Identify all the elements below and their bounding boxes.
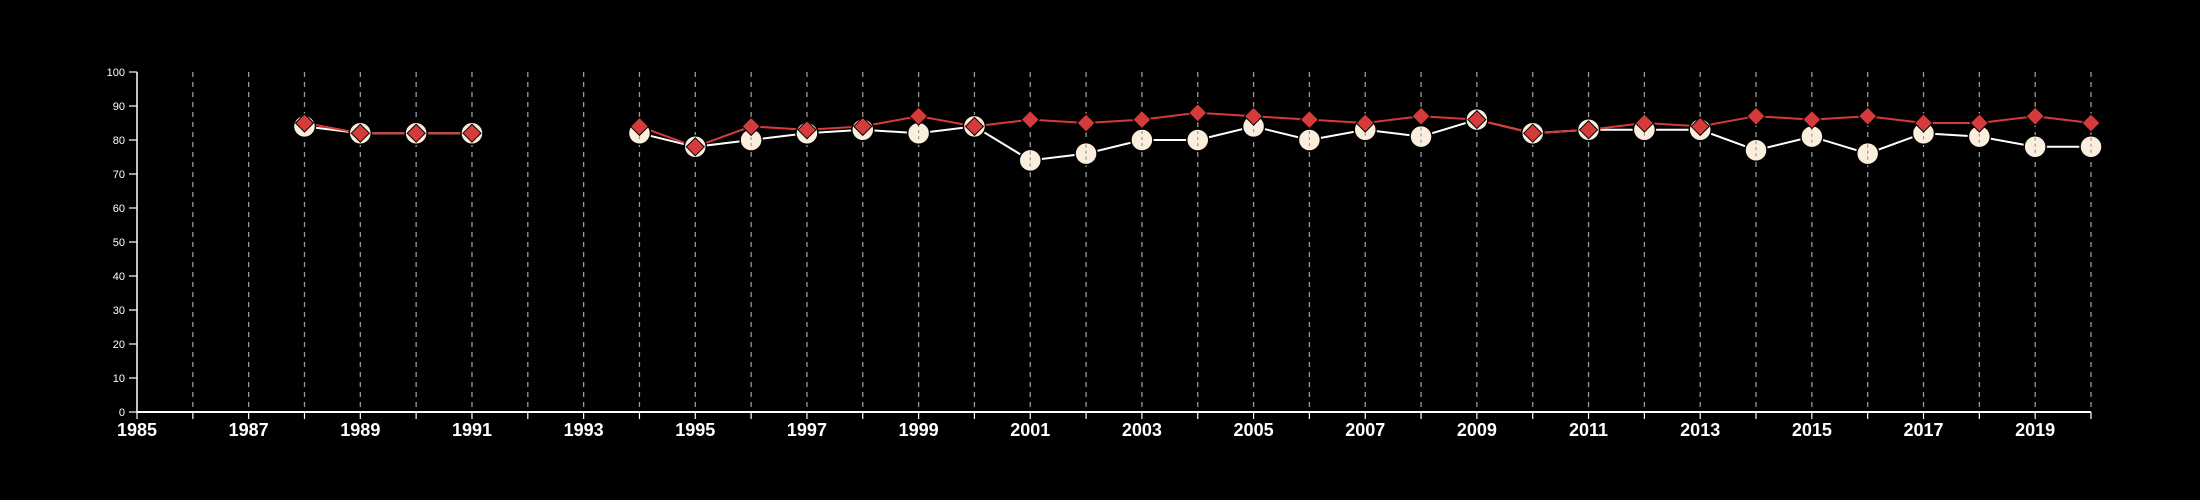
series-b-point-2006 — [1299, 109, 1320, 130]
series-a-point-2016 — [1855, 141, 1880, 166]
series-b-point-2001 — [1020, 109, 1040, 130]
series-b-point-2016 — [1857, 106, 1878, 126]
series-b-point-2008 — [1411, 106, 1431, 126]
x-tick-label-2017: 2017 — [1903, 420, 1943, 440]
grid-lines — [192, 72, 2092, 412]
series-b-point-1995 — [685, 137, 705, 157]
series-a-point-2019 — [2023, 135, 2047, 159]
x-tick-label-2003: 2003 — [1122, 420, 1162, 440]
x-tick-label-2011: 2011 — [1569, 420, 1608, 440]
series-b-point-2014 — [1746, 106, 1766, 126]
series-b-point-2011 — [1578, 120, 1599, 140]
y-tick-label-70: 70 — [113, 169, 125, 181]
series-a-point-2014 — [1744, 138, 1768, 162]
x-tick-label-1993: 1993 — [564, 420, 604, 440]
data-series — [292, 103, 2103, 173]
series-b-point-2019 — [2025, 106, 2045, 126]
y-tick-label-0: 0 — [119, 407, 125, 419]
y-tick-label-60: 60 — [113, 203, 125, 215]
x-tick-label-1987: 1987 — [229, 420, 269, 440]
series-b-point-1997 — [797, 120, 817, 140]
x-tick-label-2019: 2019 — [2015, 420, 2055, 440]
series-b-point-1991 — [462, 123, 482, 143]
x-tick-label-1995: 1995 — [675, 420, 715, 440]
series-b-point-2002 — [1076, 113, 1096, 133]
series-a-point-2008 — [1409, 124, 1433, 149]
y-tick-label-20: 20 — [113, 339, 125, 351]
x-tick-label-2013: 2013 — [1680, 420, 1720, 440]
x-tick-label-2015: 2015 — [1792, 420, 1832, 440]
x-tick-label-1997: 1997 — [787, 420, 827, 440]
x-tick-label-1985: 1985 — [117, 420, 157, 440]
series-b-point-1998 — [853, 116, 873, 137]
x-tick-label-1991: 1991 — [452, 420, 492, 440]
series-b-line-segment-0 — [304, 122, 472, 135]
series-a-point-2020 — [2079, 135, 2103, 159]
series-b-point-1996 — [741, 116, 761, 137]
series-a-point-2003 — [1130, 128, 1154, 152]
series-b-point-2004 — [1188, 103, 1208, 123]
y-tick-label-80: 80 — [113, 135, 125, 147]
series-b-point-2010 — [1523, 123, 1543, 143]
x-tick-label-2001: 2001 — [1010, 420, 1050, 440]
series-a-point-2002 — [1074, 141, 1098, 166]
series-a-point-2006 — [1297, 128, 1322, 152]
series-b-point-2015 — [1802, 109, 1822, 130]
series-b-point-2018 — [1969, 113, 1990, 133]
series-b-point-2017 — [1913, 113, 1934, 133]
series-b-point-2000 — [964, 116, 985, 137]
series-b-point-2020 — [2081, 113, 2101, 133]
x-tick-label-1999: 1999 — [899, 420, 939, 440]
y-tick-label-40: 40 — [113, 271, 125, 283]
series-b-point-2007 — [1355, 113, 1375, 133]
x-tick-label-2009: 2009 — [1457, 420, 1497, 440]
series-b-point-2003 — [1132, 109, 1152, 130]
y-tick-label-30: 30 — [113, 305, 125, 317]
series-b-point-2005 — [1243, 106, 1264, 126]
series-b-point-1990 — [406, 123, 426, 143]
series-b-point-2012 — [1634, 113, 1655, 133]
y-tick-label-50: 50 — [113, 237, 125, 249]
y-tick-label-100: 100 — [107, 67, 125, 79]
series-b-point-1989 — [350, 123, 371, 143]
series-b-point-1999 — [908, 106, 929, 126]
series-b-point-2013 — [1690, 116, 1710, 137]
y-tick-label-10: 10 — [113, 373, 125, 385]
series-a-point-2017 — [1911, 121, 1936, 145]
series-a-point-2001 — [1018, 148, 1043, 173]
x-tick-label-2007: 2007 — [1345, 420, 1385, 440]
x-tick-label-2005: 2005 — [1234, 420, 1274, 440]
series-a-point-2004 — [1185, 128, 1210, 152]
axes: 0 10 20 30 40 50 60 70 80 90 100 1985 1987 1989 1991 19… — [107, 67, 2092, 440]
series-b-point-1994 — [629, 116, 650, 137]
y-tick-label-90: 90 — [113, 101, 125, 113]
series-b-point-2009 — [1467, 109, 1487, 130]
series-b-point-1988 — [294, 113, 315, 133]
x-tick-label-1989: 1989 — [340, 420, 380, 440]
